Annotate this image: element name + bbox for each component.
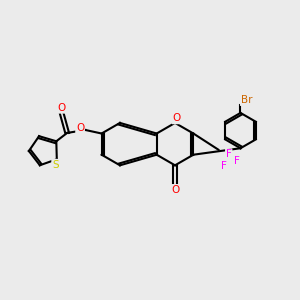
Text: F: F	[221, 161, 227, 171]
Text: F: F	[234, 156, 240, 166]
Text: O: O	[76, 123, 84, 133]
Text: O: O	[58, 103, 66, 113]
Text: O: O	[172, 113, 181, 124]
Text: F: F	[226, 149, 232, 159]
Text: Br: Br	[241, 95, 252, 105]
Text: S: S	[52, 160, 59, 170]
Text: O: O	[171, 185, 179, 195]
